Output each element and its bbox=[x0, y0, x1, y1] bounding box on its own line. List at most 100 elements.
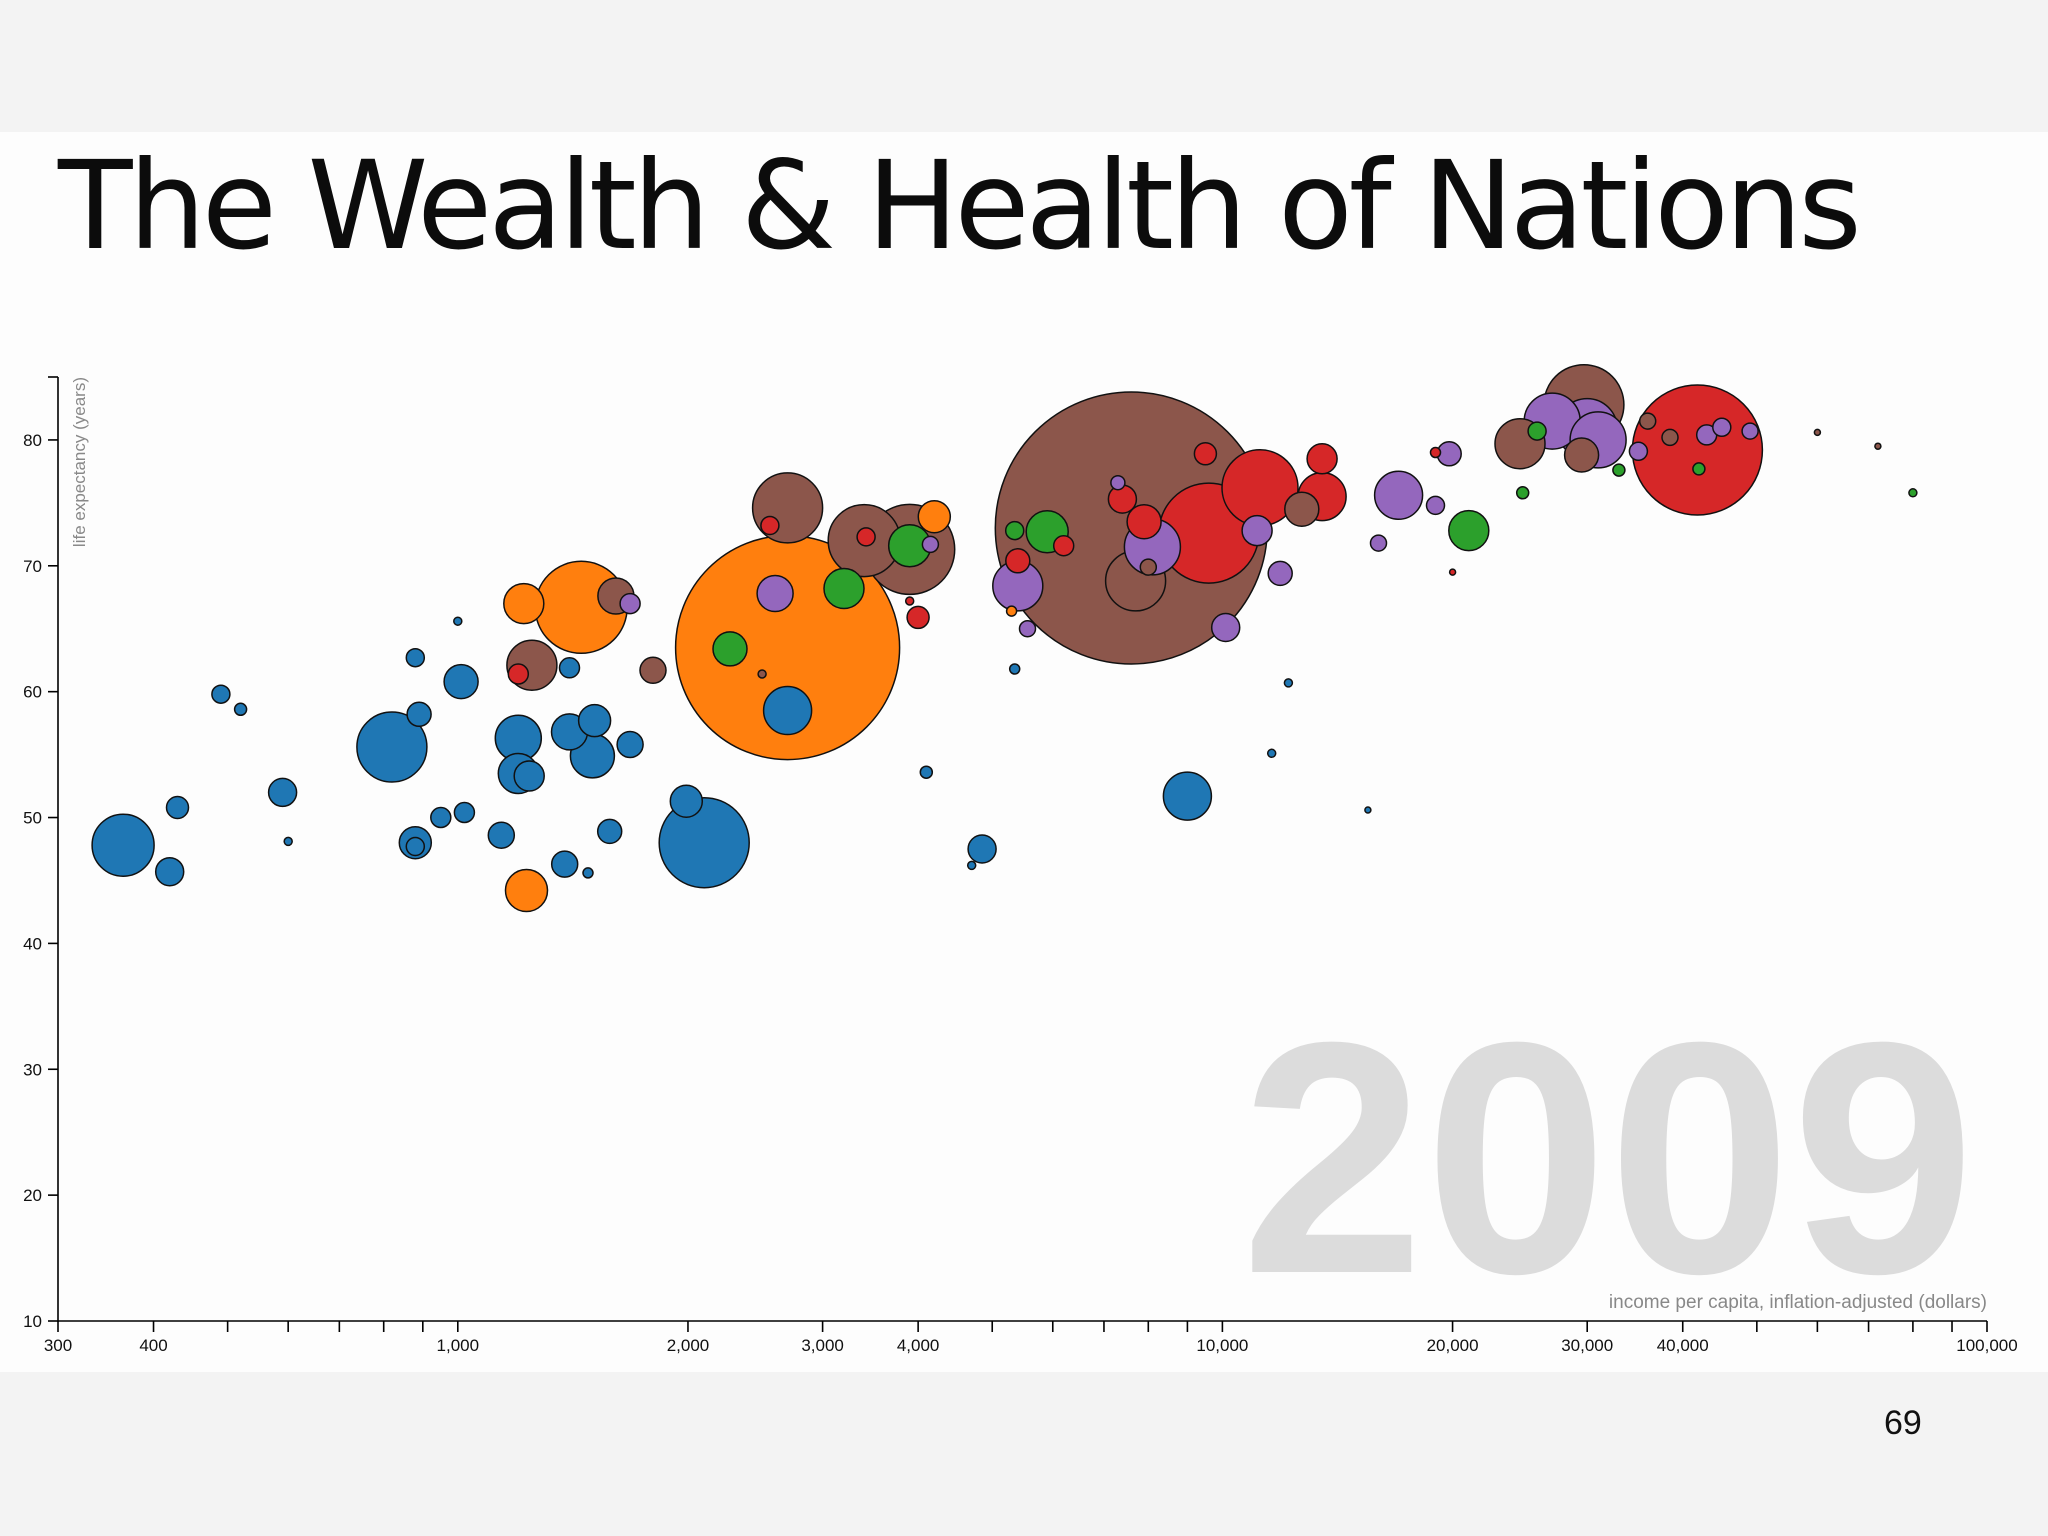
country-bubble bbox=[762, 685, 813, 736]
country-bubble bbox=[1266, 748, 1277, 759]
country-bubble bbox=[760, 515, 780, 536]
country-bubble bbox=[1908, 488, 1918, 498]
country-bubble bbox=[966, 860, 977, 871]
country-bubble bbox=[1692, 462, 1706, 476]
country-bubble bbox=[453, 801, 476, 824]
country-bubble bbox=[453, 616, 463, 626]
axes: 10 20 30 40 50 60 70 80 300 400 1,000 2,000 3,000 4,… bbox=[23, 376, 2018, 1355]
country-bubble bbox=[1638, 412, 1657, 430]
y-tick-label: 20 bbox=[23, 1186, 42, 1205]
country-bubble bbox=[906, 605, 930, 630]
country-bubble bbox=[1631, 384, 1764, 516]
country-bubble bbox=[513, 760, 545, 792]
country-bubble bbox=[658, 796, 750, 889]
page-number: 69 bbox=[1884, 1404, 1922, 1442]
country-bubble bbox=[596, 818, 623, 845]
x-tick-label: 300 bbox=[44, 1336, 72, 1355]
country-bubble bbox=[1283, 678, 1294, 688]
y-tick-label: 70 bbox=[23, 557, 42, 576]
country-bubble bbox=[619, 592, 641, 615]
country-bubble bbox=[1813, 428, 1822, 437]
country-bubble bbox=[1515, 486, 1530, 500]
y-tick-label: 50 bbox=[23, 809, 42, 828]
x-tick-label: 100,000 bbox=[1956, 1336, 2017, 1355]
country-bubble bbox=[1306, 443, 1338, 475]
x-tick-label: 1,000 bbox=[437, 1336, 480, 1355]
country-bubble bbox=[91, 813, 155, 877]
country-bubble bbox=[1874, 442, 1882, 450]
country-bubble bbox=[1527, 421, 1547, 441]
country-bubble bbox=[1448, 568, 1457, 576]
country-bubble bbox=[1005, 548, 1031, 574]
country-bubble bbox=[1139, 558, 1158, 576]
country-bubble bbox=[1741, 422, 1759, 440]
country-bubble bbox=[165, 795, 190, 820]
country-bubble bbox=[1126, 503, 1162, 540]
country-bubble bbox=[757, 669, 767, 679]
country-bubble bbox=[430, 806, 452, 829]
country-bubble bbox=[1373, 470, 1424, 521]
country-bubble bbox=[1162, 771, 1213, 821]
country-bubble bbox=[1267, 560, 1293, 587]
x-tick-label: 400 bbox=[139, 1336, 167, 1355]
country-bubble bbox=[904, 596, 915, 606]
country-bubble bbox=[405, 836, 426, 857]
x-tick-label: 20,000 bbox=[1427, 1336, 1479, 1355]
y-tick-label: 80 bbox=[23, 431, 42, 450]
bubble-chart: 2009 10 20 30 40 50 60 70 80 300 400 1,000 2,000 3,… bbox=[23, 363, 2018, 1355]
x-tick-label: 2,000 bbox=[667, 1336, 710, 1355]
country-bubble bbox=[1425, 495, 1446, 516]
country-bubble bbox=[1448, 509, 1490, 552]
country-bubble bbox=[639, 656, 667, 685]
bubbles bbox=[91, 363, 1918, 913]
x-tick-label: 30,000 bbox=[1561, 1336, 1613, 1355]
country-bubble bbox=[1052, 534, 1075, 557]
country-bubble bbox=[1004, 520, 1025, 541]
country-bubble bbox=[1193, 442, 1218, 466]
country-bubble bbox=[967, 834, 997, 864]
country-bubble bbox=[233, 702, 248, 717]
country-bubble bbox=[211, 684, 231, 704]
country-bubble bbox=[1110, 474, 1126, 491]
year-label: 2009 bbox=[1241, 973, 1975, 1342]
country-bubble bbox=[267, 777, 298, 808]
country-bubble bbox=[283, 836, 293, 847]
country-bubble bbox=[487, 821, 516, 849]
country-bubble bbox=[616, 730, 644, 759]
x-tick-label: 4,000 bbox=[897, 1336, 940, 1355]
country-bubble bbox=[1369, 534, 1388, 552]
country-bubble bbox=[582, 867, 594, 879]
country-bubble bbox=[1429, 446, 1442, 459]
y-axis-label: life expectancy (years) bbox=[70, 377, 89, 547]
y-tick-label: 30 bbox=[23, 1060, 42, 1079]
country-bubble bbox=[1241, 514, 1273, 547]
country-bubble bbox=[406, 701, 432, 728]
country-bubble bbox=[356, 711, 428, 783]
country-bubble bbox=[1364, 806, 1372, 814]
country-bubble bbox=[558, 657, 581, 679]
country-bubble bbox=[823, 567, 865, 610]
y-tick-label: 40 bbox=[23, 934, 42, 953]
country-bubble bbox=[919, 765, 934, 779]
country-bubble bbox=[1018, 619, 1037, 638]
country-bubble bbox=[1628, 441, 1649, 462]
country-bubble bbox=[856, 527, 876, 547]
country-bubble bbox=[1005, 605, 1018, 617]
country-bubble bbox=[405, 647, 426, 668]
country-bubble bbox=[921, 535, 940, 554]
country-bubble bbox=[443, 663, 479, 700]
country-bubble bbox=[917, 499, 952, 534]
country-bubble bbox=[712, 631, 748, 667]
country-bubble bbox=[154, 856, 185, 887]
x-tick-label: 40,000 bbox=[1657, 1336, 1709, 1355]
x-tick-label: 3,000 bbox=[801, 1336, 844, 1355]
country-bubble bbox=[550, 850, 579, 878]
country-bubble bbox=[1284, 491, 1320, 527]
x-ticks: 300 400 1,000 2,000 3,000 4,000 10,000 20,000 30… bbox=[44, 1321, 2018, 1355]
y-tick-label: 10 bbox=[23, 1312, 42, 1331]
x-axis-label: income per capita, inflation-adjusted (d… bbox=[1609, 1292, 1987, 1313]
country-bubble bbox=[577, 703, 612, 738]
country-bubble bbox=[1661, 428, 1679, 447]
country-bubble bbox=[503, 582, 545, 625]
country-bubble bbox=[756, 574, 794, 613]
